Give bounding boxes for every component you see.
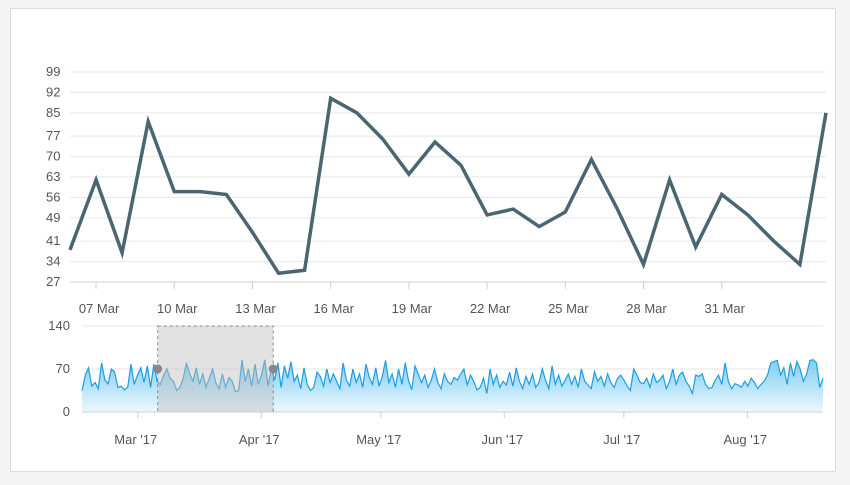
main-y-tick-label: 85 <box>46 105 60 120</box>
main-y-axis: 27 34 41 49 56 63 70 77 85 92 99 <box>46 64 60 289</box>
main-y-tick-label: 63 <box>46 169 60 184</box>
navigator-line <box>81 359 824 396</box>
navigator-y-tick-label: 70 <box>56 361 70 376</box>
main-y-tick-label: 92 <box>46 84 60 99</box>
main-x-tick-label: 13 Mar <box>235 301 276 316</box>
navigator-x-tick-label: Jul '17 <box>603 432 640 447</box>
main-y-tick-label: 41 <box>46 233 60 248</box>
navigator-selection[interactable] <box>153 325 278 413</box>
main-x-tick-label: 22 Mar <box>470 301 511 316</box>
navigator-series <box>81 359 824 412</box>
main-x-tick-label: 28 Mar <box>626 301 667 316</box>
main-y-tick-label: 70 <box>46 149 60 164</box>
main-y-tick-label: 56 <box>46 189 60 204</box>
main-y-tick-label: 34 <box>46 254 60 269</box>
main-y-tick-label: 99 <box>46 64 60 79</box>
navigator-x-tick-label: Apr '17 <box>239 432 280 447</box>
main-x-tick-label: 10 Mar <box>157 301 198 316</box>
main-series <box>68 95 828 276</box>
navigator-x-tick-label: Mar '17 <box>114 432 157 447</box>
navigator-left-handle[interactable] <box>153 364 163 374</box>
main-x-tick-label: 31 Mar <box>704 301 745 316</box>
navigator-x-tick-label: Jun '17 <box>482 432 524 447</box>
main-grid <box>70 71 826 283</box>
main-series-line <box>68 95 828 276</box>
navigator-area <box>82 359 823 412</box>
main-x-axis: 07 Mar 10 Mar 13 Mar 16 Mar 19 Mar 22 Mar 25 M… <box>79 282 746 316</box>
navigator-right-handle[interactable] <box>268 364 278 374</box>
main-y-tick-label: 27 <box>46 274 60 289</box>
navigator-x-tick-label: Aug '17 <box>723 432 767 447</box>
navigator-x-tick-label: May '17 <box>356 432 401 447</box>
main-x-tick-label: 19 Mar <box>392 301 433 316</box>
main-y-tick-label: 77 <box>46 128 60 143</box>
main-x-tick-label: 25 Mar <box>548 301 589 316</box>
navigator-y-tick-label: 0 <box>63 404 70 419</box>
main-y-tick-label: 49 <box>46 210 60 225</box>
navigator-y-tick-label: 140 <box>48 318 70 333</box>
main-x-tick-label: 07 Mar <box>79 301 120 316</box>
navigator-y-axis: 140 70 0 <box>48 318 70 419</box>
navigator-selection-window[interactable] <box>157 325 274 413</box>
navigator-x-axis: Mar '17 Apr '17 May '17 Jun '17 Jul '17 Aug '… <box>82 411 823 447</box>
main-x-tick-label: 16 Mar <box>313 301 354 316</box>
